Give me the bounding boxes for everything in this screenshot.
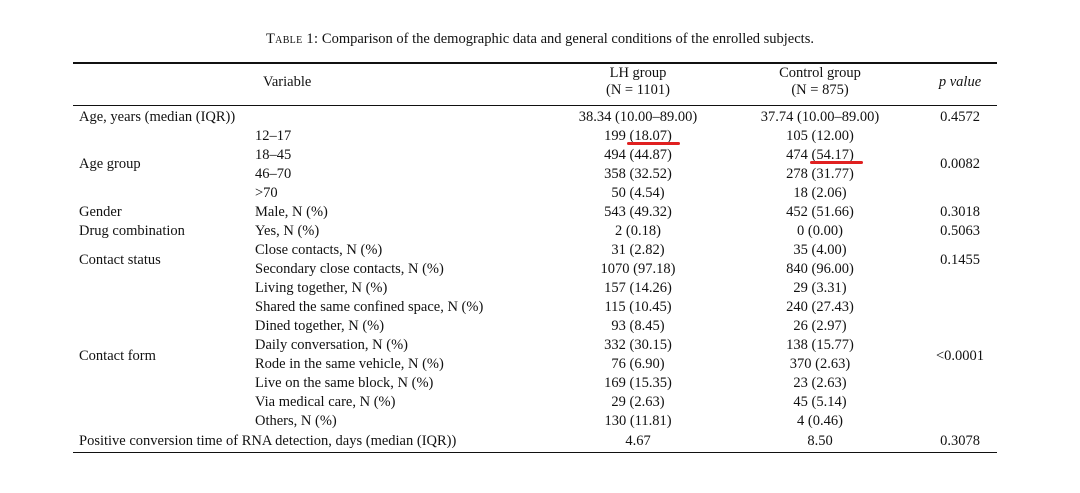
cell-control-group: 8.50 (807, 433, 833, 449)
row-sub-label: Shared the same confined space, N (%) (255, 299, 484, 315)
cell-lh-group: 4.67 (625, 433, 651, 449)
group-label-contact-form: Contact form (79, 348, 156, 364)
cell-lh-group: 332 (30.15) (604, 337, 672, 353)
header-control-n: (N = 875) (791, 82, 849, 98)
row-sub-label: Secondary close contacts, N (%) (255, 261, 444, 277)
p-value-age-group: 0.0082 (940, 156, 980, 172)
header-p-value: p value (938, 74, 982, 90)
cell-control-group: 35 (4.00) (793, 242, 847, 258)
cell-control-group: 29 (3.31) (793, 280, 847, 296)
header-lh-group: LH group (609, 65, 667, 81)
row-sub-label: Rode in the same vehicle, N (%) (255, 356, 444, 372)
cell-control-group: 240 (27.43) (786, 299, 854, 315)
cell-p-value: 0.5063 (940, 223, 980, 239)
row-sub-label: Yes, N (%) (255, 223, 320, 239)
cell-lh-group: 1070 (97.18) (600, 261, 676, 277)
cell-control-group: 452 (51.66) (786, 204, 854, 220)
cell-p-value: 0.3018 (940, 204, 980, 220)
row-variable-label: Drug combination (79, 223, 185, 239)
row-sub-label: Daily conversation, N (%) (255, 337, 409, 353)
cell-control-group: 474 (54.17) (786, 147, 854, 163)
group-label-contact-status: Contact status (79, 252, 161, 268)
red-underline-annotation (627, 142, 680, 145)
header-rule (73, 105, 997, 106)
cell-lh-group: 76 (6.90) (611, 356, 665, 372)
cell-lh-group: 157 (14.26) (604, 280, 672, 296)
row-sub-label: Via medical care, N (%) (255, 394, 396, 410)
cell-control-group: 45 (5.14) (793, 394, 847, 410)
bottom-rule (73, 452, 997, 454)
cell-lh-group: 494 (44.87) (604, 147, 672, 163)
cell-lh-group: 115 (10.45) (604, 299, 672, 315)
p-value-contact-status: 0.1455 (940, 252, 980, 268)
cell-control-group: 0 (0.00) (797, 223, 843, 239)
cell-control-group: 105 (12.00) (786, 128, 854, 144)
header-variable: Variable (263, 74, 312, 90)
row-sub-label: Close contacts, N (%) (255, 242, 383, 258)
table-label: Table 1: (266, 31, 319, 47)
cell-p-value: 0.4572 (940, 109, 980, 125)
cell-control-group: 26 (2.97) (793, 318, 847, 334)
cell-control-group: 278 (31.77) (786, 166, 854, 182)
row-sub-label: Live on the same block, N (%) (255, 375, 434, 391)
cell-lh-group: 543 (49.32) (604, 204, 672, 220)
row-sub-label: Dined together, N (%) (255, 318, 385, 334)
cell-lh-group: 93 (8.45) (611, 318, 665, 334)
cell-lh-group: 31 (2.82) (611, 242, 665, 258)
row-sub-label: 18–45 (255, 147, 292, 163)
cell-lh-group: 169 (15.35) (604, 375, 672, 391)
cell-control-group: 4 (0.46) (797, 413, 843, 429)
top-rule (73, 62, 997, 64)
cell-lh-group: 358 (32.52) (604, 166, 672, 182)
row-variable-label: Positive conversion time of RNA detectio… (79, 433, 457, 449)
row-sub-label: >70 (255, 185, 278, 201)
row-variable-label: Age, years (median (IQR)) (79, 109, 236, 125)
red-underline-annotation (810, 161, 863, 164)
cell-control-group: 370 (2.63) (789, 356, 851, 372)
cell-p-value: 0.3078 (940, 433, 980, 449)
cell-lh-group: 50 (4.54) (611, 185, 665, 201)
row-sub-label: Living together, N (%) (255, 280, 388, 296)
group-label-age-group: Age group (79, 156, 141, 172)
row-variable-label: Gender (79, 204, 122, 220)
p-value-contact-form: <0.0001 (935, 348, 985, 364)
cell-lh-group: 130 (11.81) (604, 413, 672, 429)
cell-lh-group: 2 (0.18) (615, 223, 661, 239)
row-sub-label: Others, N (%) (255, 413, 337, 429)
cell-lh-group: 38.34 (10.00–89.00) (578, 109, 698, 125)
cell-lh-group: 199 (18.07) (604, 128, 672, 144)
cell-control-group: 840 (96.00) (786, 261, 854, 277)
cell-control-group: 18 (2.06) (793, 185, 847, 201)
row-sub-label: 46–70 (255, 166, 292, 182)
row-sub-label: 12–17 (255, 128, 292, 144)
table-caption-text: Comparison of the demographic data and g… (321, 31, 814, 47)
cell-control-group: 138 (15.77) (786, 337, 854, 353)
cell-control-group: 37.74 (10.00–89.00) (760, 109, 880, 125)
cell-lh-group: 29 (2.63) (611, 394, 665, 410)
cell-control-group: 23 (2.63) (793, 375, 847, 391)
header-lh-n: (N = 1101) (605, 82, 671, 98)
table-caption: Table 1: Comparison of the demographic d… (0, 31, 1080, 48)
header-control-group: Control group (779, 65, 861, 81)
row-sub-label: Male, N (%) (255, 204, 328, 220)
